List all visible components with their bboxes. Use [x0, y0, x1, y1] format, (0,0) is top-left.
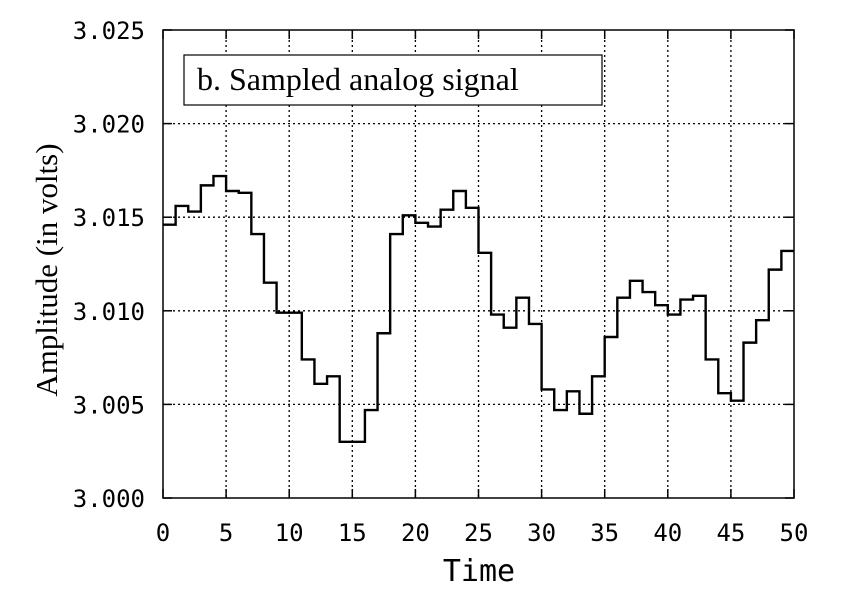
x-tick-label: 30 — [527, 519, 556, 547]
x-axis-title: Time — [443, 554, 515, 589]
x-tick-label: 45 — [716, 519, 745, 547]
x-tick-label: 5 — [219, 519, 233, 547]
y-tick-label: 3.015 — [73, 204, 145, 232]
y-tick-label: 3.010 — [73, 298, 145, 326]
legend-box: b. Sampled analog signal — [183, 54, 603, 106]
y-axis-title: Amplitude (in volts) — [29, 143, 64, 396]
x-tick-label: 40 — [653, 519, 682, 547]
y-tick-label: 3.020 — [73, 111, 145, 139]
y-tick-label: 3.005 — [73, 391, 145, 419]
x-tick-label: 0 — [156, 519, 170, 547]
x-tick-label: 25 — [464, 519, 493, 547]
x-tick-label: 50 — [780, 519, 809, 547]
y-tick-label: 3.000 — [73, 485, 145, 513]
x-tick-label: 15 — [338, 519, 367, 547]
legend-frame — [183, 54, 603, 106]
x-tick-label: 10 — [275, 519, 304, 547]
y-tick-label: 3.025 — [73, 17, 145, 45]
signal-step-line — [163, 174, 794, 444]
chart-title: b. Sampled analog signal — [197, 61, 519, 97]
tick-marks — [162, 29, 795, 499]
y-tick-labels: 3.000 3.005 3.010 3.015 3.020 3.025 — [73, 17, 145, 513]
x-tick-label: 20 — [401, 519, 430, 547]
x-tick-label: 35 — [590, 519, 619, 547]
x-tick-labels: 0 5 10 15 20 25 30 35 40 45 50 — [156, 519, 809, 547]
